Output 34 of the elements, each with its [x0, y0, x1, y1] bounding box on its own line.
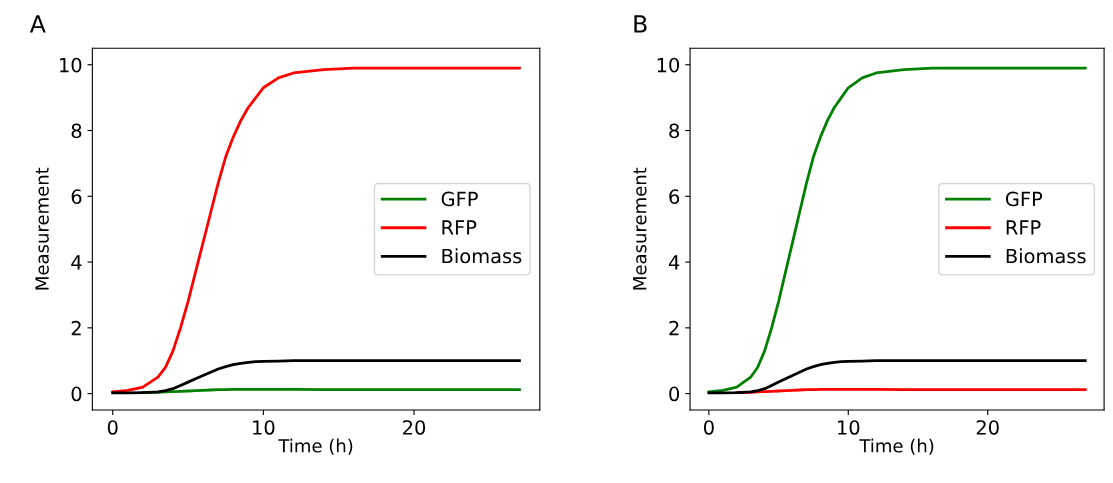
x-tick-label: 20 — [976, 420, 999, 435]
y-tick-label: 8 — [71, 123, 82, 139]
x-axis-title: Time (h) — [859, 438, 934, 455]
legend-label: GFP — [1005, 191, 1043, 207]
y-axis-title: Measurement — [633, 167, 647, 290]
y-tick-label: 4 — [668, 255, 680, 270]
x-tick-label: 0 — [703, 420, 714, 435]
x-tick-label: 0 — [107, 420, 118, 435]
y-tick-label: 6 — [71, 189, 82, 204]
line-series — [707, 66, 1087, 394]
y-tick-label: 0 — [669, 386, 680, 402]
y-tick-label: 6 — [669, 189, 680, 204]
y-tick-label: 10 — [657, 57, 680, 73]
x-tick-label: 20 — [403, 420, 426, 435]
line-series — [707, 359, 1087, 395]
legend-label: Biomass — [1006, 248, 1086, 264]
y-tick-label: 2 — [669, 320, 679, 336]
y-tick-label: 0 — [71, 386, 82, 402]
x-axis-title: Time (h) — [278, 438, 353, 455]
line-series — [111, 66, 521, 394]
x-tick-label: 10 — [838, 420, 860, 435]
chart-title: B — [634, 15, 647, 33]
y-tick-label: 8 — [669, 123, 680, 139]
line-series — [111, 359, 521, 395]
legend-label: RFP — [1006, 220, 1041, 235]
chart-title: A — [29, 15, 46, 33]
legend-label: GFP — [441, 191, 478, 207]
y-tick-label: 4 — [71, 255, 82, 270]
legend-label: Biomass — [442, 248, 522, 264]
x-tick-label: 10 — [253, 420, 275, 435]
y-tick-label: 2 — [71, 320, 81, 336]
y-axis-title: Measurement — [35, 167, 49, 290]
legend-label: RFP — [442, 220, 477, 235]
y-tick-label: 10 — [60, 57, 82, 73]
